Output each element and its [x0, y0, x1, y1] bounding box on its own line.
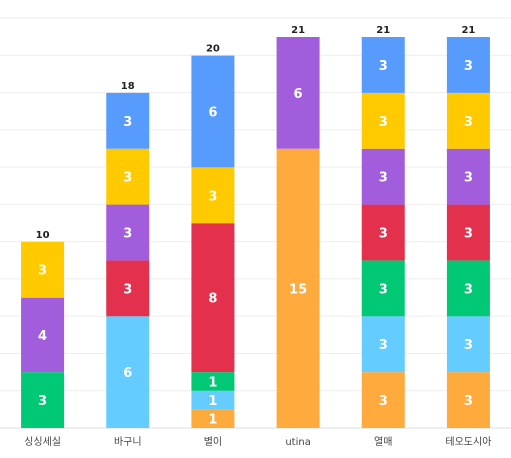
bar-total-label: 21	[461, 25, 475, 36]
bar-segment	[361, 92, 405, 149]
segment-value-label: 3	[123, 282, 132, 297]
bar-segment	[191, 167, 235, 224]
bar-segment	[446, 372, 490, 428]
segment-value-label: 3	[464, 282, 473, 297]
bar-segment	[276, 148, 320, 428]
segment-value-label: 3	[123, 227, 132, 242]
bar-segment	[361, 260, 405, 317]
bar-segment	[106, 260, 150, 317]
segment-value-label: 8	[208, 292, 217, 307]
x-tick-label: utina	[285, 437, 311, 448]
segment-value-label: 3	[464, 171, 473, 186]
segment-value-label: 6	[294, 87, 303, 102]
grid-layer	[0, 17, 511, 429]
segment-value-label: 3	[464, 394, 473, 409]
bar-segment	[361, 204, 405, 261]
segment-value-label: 3	[379, 59, 388, 74]
segment-value-label: 3	[379, 282, 388, 297]
segment-value-label: 1	[208, 375, 217, 390]
segment-value-label: 6	[123, 366, 132, 381]
bar-total-label: 18	[121, 81, 135, 92]
bar-segment	[361, 316, 405, 373]
bar-segment	[361, 372, 405, 428]
segment-value-label: 6	[208, 105, 217, 120]
segment-value-label: 3	[208, 189, 217, 204]
bar-total-label: 10	[36, 230, 50, 241]
segment-value-label: 1	[208, 394, 217, 409]
segment-value-label: 3	[38, 264, 47, 279]
x-tick-label: 별이	[204, 436, 222, 448]
segment-value-label: 3	[379, 115, 388, 130]
bar-segment	[361, 37, 405, 93]
segment-value-label: 3	[379, 338, 388, 353]
bar-segment	[21, 372, 65, 428]
bar-segment	[191, 390, 235, 410]
bar-segment	[191, 223, 235, 373]
bar-segment	[446, 37, 490, 93]
bar-segment	[21, 241, 65, 298]
x-tick-label: 테오도시아	[445, 436, 491, 448]
segment-value-label: 3	[38, 394, 47, 409]
bar-total-label: 21	[376, 25, 390, 36]
bar-segment	[191, 55, 235, 168]
segment-value-label: 3	[379, 227, 388, 242]
bar-segment	[276, 37, 320, 149]
bar-segment	[361, 148, 405, 205]
segment-value-label: 3	[123, 171, 132, 186]
x-tick-label: 바구니	[114, 436, 142, 448]
x-tick-label: 열매	[374, 436, 392, 448]
bar-segment	[446, 204, 490, 261]
bar-total-label: 21	[291, 25, 305, 36]
segment-value-label: 3	[464, 338, 473, 353]
segment-value-label: 3	[464, 115, 473, 130]
bar-segment	[21, 297, 65, 373]
bar-segment	[446, 148, 490, 205]
segment-value-label: 3	[379, 394, 388, 409]
bar-segment	[446, 92, 490, 149]
bar-segment	[446, 260, 490, 317]
bar-segment	[191, 372, 235, 391]
segment-value-label: 3	[464, 59, 473, 74]
x-tick-label: 싱싱세실	[24, 436, 61, 448]
segment-value-label: 3	[464, 227, 473, 242]
bar-segment	[106, 316, 150, 428]
segment-value-label: 15	[289, 282, 307, 297]
segment-value-label: 1	[208, 413, 217, 428]
bar-total-label: 20	[206, 44, 220, 55]
bar-segment	[191, 409, 235, 428]
x-axis-ticks: 싱싱세실 바구니 별이 utina 열매 테오도시아	[24, 436, 491, 448]
bar-segment	[106, 92, 150, 149]
bar-segment	[106, 148, 150, 205]
bars-layer	[21, 37, 490, 428]
labels-layer: 3431063333181118362015621333333321333333…	[36, 25, 476, 428]
segment-value-label: 3	[379, 171, 388, 186]
bar-segment	[446, 316, 490, 373]
bar-segment	[106, 204, 150, 261]
segment-value-label: 3	[123, 115, 132, 130]
segment-value-label: 4	[38, 329, 47, 344]
